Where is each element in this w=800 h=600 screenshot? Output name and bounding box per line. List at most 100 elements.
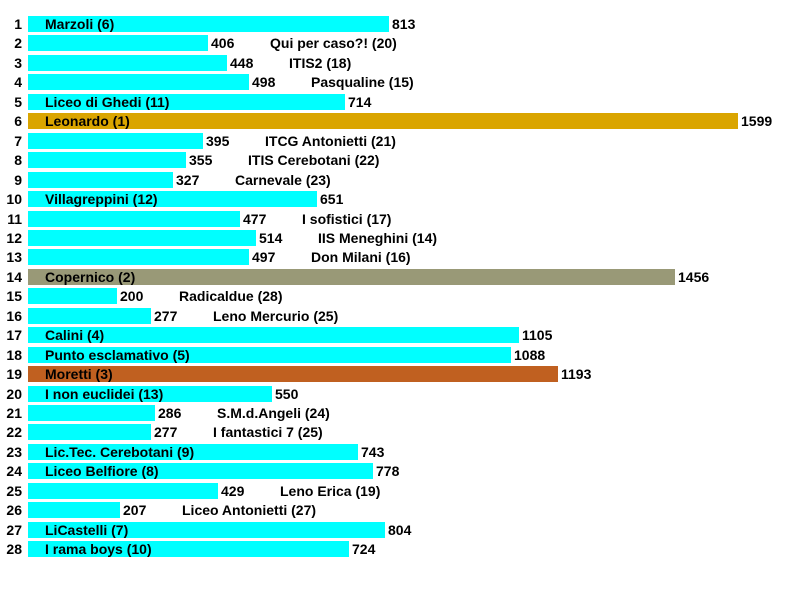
value-label: 550 bbox=[275, 386, 299, 402]
name-label: Radicaldue (28) bbox=[179, 288, 283, 304]
row-index: 12 bbox=[6, 230, 22, 246]
value-label: 200 bbox=[120, 288, 144, 304]
bar bbox=[28, 191, 317, 207]
name-label: Moretti (3) bbox=[45, 366, 113, 382]
value-label: 1456 bbox=[678, 269, 710, 285]
name-label: Don Milani (16) bbox=[311, 249, 411, 265]
row-index: 13 bbox=[6, 249, 22, 265]
row-index: 17 bbox=[6, 327, 22, 343]
value-label: 395 bbox=[206, 133, 230, 149]
row-index: 14 bbox=[6, 269, 22, 285]
bar bbox=[28, 502, 120, 518]
name-label: ITIS Cerebotani (22) bbox=[248, 152, 380, 168]
bar bbox=[28, 483, 218, 499]
name-label: Liceo Antonietti (27) bbox=[182, 502, 317, 518]
value-label: 804 bbox=[388, 522, 412, 538]
bar bbox=[28, 230, 256, 246]
name-label: Copernico (2) bbox=[45, 269, 136, 285]
value-label: 778 bbox=[376, 463, 400, 479]
row-index: 18 bbox=[6, 347, 22, 363]
name-label: IIS Meneghini (14) bbox=[318, 230, 438, 246]
bar bbox=[28, 541, 349, 557]
bar bbox=[28, 16, 389, 32]
row-index: 27 bbox=[6, 522, 22, 538]
row-index: 15 bbox=[6, 288, 22, 304]
name-label: S.M.d.Angeli (24) bbox=[217, 405, 330, 421]
row-index: 8 bbox=[14, 152, 22, 168]
row-index: 7 bbox=[14, 133, 22, 149]
row-index: 6 bbox=[14, 113, 22, 129]
name-label: I sofistici (17) bbox=[302, 211, 392, 227]
name-label: I rama boys (10) bbox=[45, 541, 152, 557]
row-index: 19 bbox=[6, 366, 22, 382]
bar bbox=[28, 74, 249, 90]
bar bbox=[28, 172, 173, 188]
bar bbox=[28, 347, 511, 363]
name-label: Leno Erica (19) bbox=[280, 483, 381, 499]
row-index: 1 bbox=[14, 16, 22, 32]
bar bbox=[28, 308, 151, 324]
name-label: Qui per caso?! (20) bbox=[270, 35, 397, 51]
bar bbox=[28, 55, 227, 71]
name-label: Leno Mercurio (25) bbox=[213, 308, 339, 324]
bar bbox=[28, 35, 208, 51]
bar bbox=[28, 522, 385, 538]
row-index: 9 bbox=[14, 172, 22, 188]
name-label: Carnevale (23) bbox=[235, 172, 331, 188]
value-label: 1105 bbox=[522, 327, 553, 343]
value-label: 651 bbox=[320, 191, 344, 207]
value-label: 277 bbox=[154, 308, 178, 324]
value-label: 724 bbox=[352, 541, 376, 557]
name-label: ITCG Antonietti (21) bbox=[265, 133, 396, 149]
value-label: 327 bbox=[176, 172, 200, 188]
name-label: Leonardo (1) bbox=[45, 113, 130, 129]
bar bbox=[28, 94, 345, 110]
name-label: Marzoli (6) bbox=[45, 16, 115, 32]
value-label: 714 bbox=[348, 94, 372, 110]
row-index: 3 bbox=[14, 55, 22, 71]
name-label: ITIS2 (18) bbox=[289, 55, 352, 71]
bar bbox=[28, 152, 186, 168]
row-index: 28 bbox=[6, 541, 22, 557]
row-index: 10 bbox=[6, 191, 22, 207]
bar bbox=[28, 288, 117, 304]
row-index: 11 bbox=[7, 211, 22, 227]
row-index: 16 bbox=[6, 308, 22, 324]
name-label: Punto esclamativo (5) bbox=[45, 347, 190, 363]
row-index: 5 bbox=[14, 94, 22, 110]
value-label: 1088 bbox=[514, 347, 546, 363]
name-label: Liceo di Ghedi (11) bbox=[45, 94, 170, 110]
value-label: 498 bbox=[252, 74, 276, 90]
name-label: Lic.Tec. Cerebotani (9) bbox=[45, 444, 195, 460]
value-label: 277 bbox=[154, 424, 178, 440]
row-index: 24 bbox=[6, 463, 22, 479]
name-label: Liceo Belfiore (8) bbox=[45, 463, 159, 479]
bar bbox=[28, 113, 738, 129]
row-index: 23 bbox=[6, 444, 22, 460]
bar bbox=[28, 444, 358, 460]
bar bbox=[28, 269, 675, 285]
name-label: LiCastelli (7) bbox=[45, 522, 129, 538]
value-label: 286 bbox=[158, 405, 182, 421]
name-label: Calini (4) bbox=[45, 327, 105, 343]
row-index: 25 bbox=[6, 483, 22, 499]
value-label: 429 bbox=[221, 483, 245, 499]
row-index: 21 bbox=[6, 405, 22, 421]
row-index: 22 bbox=[6, 424, 22, 440]
name-label: I fantastici 7 (25) bbox=[213, 424, 323, 440]
value-label: 743 bbox=[361, 444, 385, 460]
value-label: 355 bbox=[189, 152, 213, 168]
bar bbox=[28, 327, 519, 343]
bar bbox=[28, 249, 249, 265]
row-index: 2 bbox=[14, 35, 22, 51]
value-label: 1193 bbox=[561, 366, 592, 382]
bar bbox=[28, 211, 240, 227]
value-label: 477 bbox=[243, 211, 267, 227]
value-label: 813 bbox=[392, 16, 416, 32]
row-index: 4 bbox=[14, 74, 22, 90]
bar bbox=[28, 424, 151, 440]
value-label: 1599 bbox=[741, 113, 773, 129]
name-label: Pasqualine (15) bbox=[311, 74, 414, 90]
value-label: 406 bbox=[211, 35, 235, 51]
